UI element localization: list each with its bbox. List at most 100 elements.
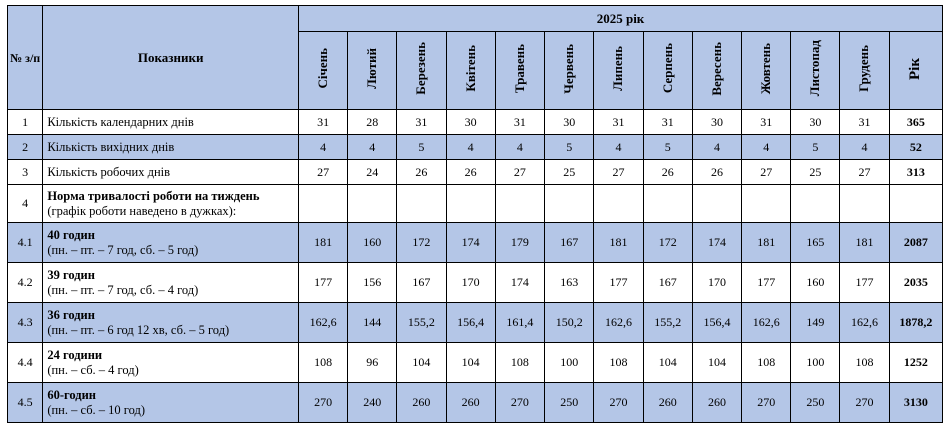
cell-value: 27 bbox=[593, 159, 644, 185]
row-subtitle: (пн. – пт. – 7 год, сб. – 4 год) bbox=[47, 282, 199, 297]
table-row: 4.5 60-годин (пн. – сб. – 10 год) 270 240 260… bbox=[6, 382, 943, 423]
cell-value: 160 bbox=[347, 222, 398, 263]
table-row: 3 Кількість робочих днів 27 24 26 26 27 25 27 26 2… bbox=[6, 159, 943, 185]
header-month-label: Лютий bbox=[364, 48, 380, 89]
cell-value: 31 bbox=[298, 109, 349, 135]
cell-value: 172 bbox=[642, 222, 693, 263]
cell-value: 31 bbox=[396, 109, 447, 135]
cell-value: 5 bbox=[642, 134, 693, 160]
cell-value: 96 bbox=[347, 342, 398, 383]
row-index: 4.1 bbox=[6, 222, 44, 263]
cell-value: 4 bbox=[298, 134, 349, 160]
row-subtitle: (пн. – сб. – 10 год) bbox=[47, 402, 146, 417]
cell-value: 24 bbox=[347, 159, 398, 185]
row-label: 24 години (пн. – сб. – 4 год) bbox=[42, 342, 300, 383]
cell-value: 260 bbox=[396, 382, 447, 423]
row-title: 40 годин bbox=[47, 227, 95, 242]
header-month-label: Квітень bbox=[462, 45, 478, 92]
row-subtitle: (графік роботи наведено в дужках): bbox=[47, 203, 237, 218]
cell-value: 31 bbox=[741, 109, 792, 135]
cell-value: 31 bbox=[839, 109, 890, 135]
header-month: Грудень bbox=[839, 31, 890, 110]
row-title: Кількість вихідних днів bbox=[47, 139, 175, 154]
row-label: Кількість робочих днів bbox=[42, 159, 300, 185]
cell-value: 156,4 bbox=[445, 302, 496, 343]
cell-value: 30 bbox=[691, 109, 743, 135]
cell-value: 104 bbox=[691, 342, 743, 383]
cell-value: 260 bbox=[691, 382, 743, 423]
header-month-label: Жовтень bbox=[758, 42, 774, 95]
header-year-title: 2025 рік bbox=[298, 5, 943, 32]
cell-value: 27 bbox=[839, 159, 890, 185]
row-label: Кількість календарних днів bbox=[42, 109, 300, 135]
cell-value: 270 bbox=[298, 382, 349, 423]
cell-value: 174 bbox=[691, 222, 743, 263]
row-label: 36 годин (пн. – пт. – 6 год 12 хв, сб. – … bbox=[42, 302, 300, 343]
table-row: 2 Кількість вихідних днів 4 4 5 4 4 5 4 5 4 4 5 4 52 bbox=[6, 134, 943, 160]
cell-value bbox=[741, 184, 792, 223]
cell-value: 108 bbox=[494, 342, 546, 383]
cell-value: 31 bbox=[642, 109, 693, 135]
row-label: 60-годин (пн. – сб. – 10 год) bbox=[42, 382, 300, 423]
header-month-label: Грудень bbox=[856, 45, 872, 92]
cell-value: 270 bbox=[741, 382, 792, 423]
cell-value: 160 bbox=[790, 262, 841, 303]
header-month-label: Липень bbox=[610, 46, 626, 91]
cell-value: 5 bbox=[790, 134, 841, 160]
cell-value: 260 bbox=[445, 382, 496, 423]
row-title: Норма тривалості роботи на тиждень bbox=[47, 188, 260, 203]
row-label: 39 годин (пн. – пт. – 7 год, сб. – 4 год) bbox=[42, 262, 300, 303]
row-title: 24 години bbox=[47, 347, 103, 362]
cell-value: 104 bbox=[445, 342, 496, 383]
cell-value: 240 bbox=[347, 382, 398, 423]
cell-value: 25 bbox=[790, 159, 841, 185]
cell-value: 108 bbox=[839, 342, 890, 383]
header-month-label: Травень bbox=[511, 43, 527, 94]
cell-total: 365 bbox=[888, 109, 943, 135]
header-month-label: Вересень bbox=[708, 41, 724, 96]
cell-value: 177 bbox=[839, 262, 890, 303]
row-subtitle: (пн. – сб. – 4 год) bbox=[47, 362, 139, 377]
cell-value: 4 bbox=[494, 134, 546, 160]
row-index: 4.5 bbox=[6, 382, 44, 423]
table-row: 4 Норма тривалості роботи на тиждень (граф… bbox=[6, 184, 943, 223]
cell-value: 250 bbox=[544, 382, 595, 423]
header-month: Січень bbox=[298, 31, 349, 110]
header-month-label: Березень bbox=[413, 42, 429, 95]
cell-value: 162,6 bbox=[593, 302, 644, 343]
table-row: 4.2 39 годин (пн. – пт. – 7 год, сб. – 4 г… bbox=[6, 262, 943, 303]
row-label: Норма тривалості роботи на тиждень (графі… bbox=[42, 184, 300, 223]
work-hours-table: № з/п Показники 2025 рік Січень Лютий Бере… bbox=[6, 5, 943, 423]
header-month-label: Січень bbox=[315, 48, 331, 89]
header-year-label: Рік bbox=[907, 57, 924, 80]
row-title: 36 годин bbox=[47, 307, 95, 322]
header-month: Лютий bbox=[347, 31, 398, 110]
cell-value: 150,2 bbox=[544, 302, 595, 343]
cell-value bbox=[593, 184, 644, 223]
table-row: 1 Кількість календарних днів 31 28 31 30 31 30 3… bbox=[6, 109, 943, 135]
cell-value bbox=[396, 184, 447, 223]
cell-total: 313 bbox=[888, 159, 943, 185]
header-month: Червень bbox=[544, 31, 595, 110]
header-month: Липень bbox=[593, 31, 644, 110]
cell-value: 4 bbox=[445, 134, 496, 160]
cell-total: 3130 bbox=[888, 382, 943, 423]
cell-value: 108 bbox=[593, 342, 644, 383]
cell-value: 181 bbox=[839, 222, 890, 263]
header-month: Серпень bbox=[642, 31, 693, 110]
cell-value: 177 bbox=[741, 262, 792, 303]
row-title: 60-годин bbox=[47, 387, 96, 402]
header-indicators: Показники bbox=[42, 5, 300, 110]
cell-value: 161,4 bbox=[494, 302, 546, 343]
cell-value: 179 bbox=[494, 222, 546, 263]
cell-value: 25 bbox=[544, 159, 595, 185]
cell-value: 149 bbox=[790, 302, 841, 343]
cell-value: 181 bbox=[593, 222, 644, 263]
cell-value bbox=[298, 184, 349, 223]
cell-value bbox=[790, 184, 841, 223]
cell-value: 4 bbox=[593, 134, 644, 160]
cell-value: 156,4 bbox=[691, 302, 743, 343]
row-title: Кількість робочих днів bbox=[47, 164, 171, 179]
cell-value: 162,6 bbox=[839, 302, 890, 343]
cell-value: 155,2 bbox=[642, 302, 693, 343]
